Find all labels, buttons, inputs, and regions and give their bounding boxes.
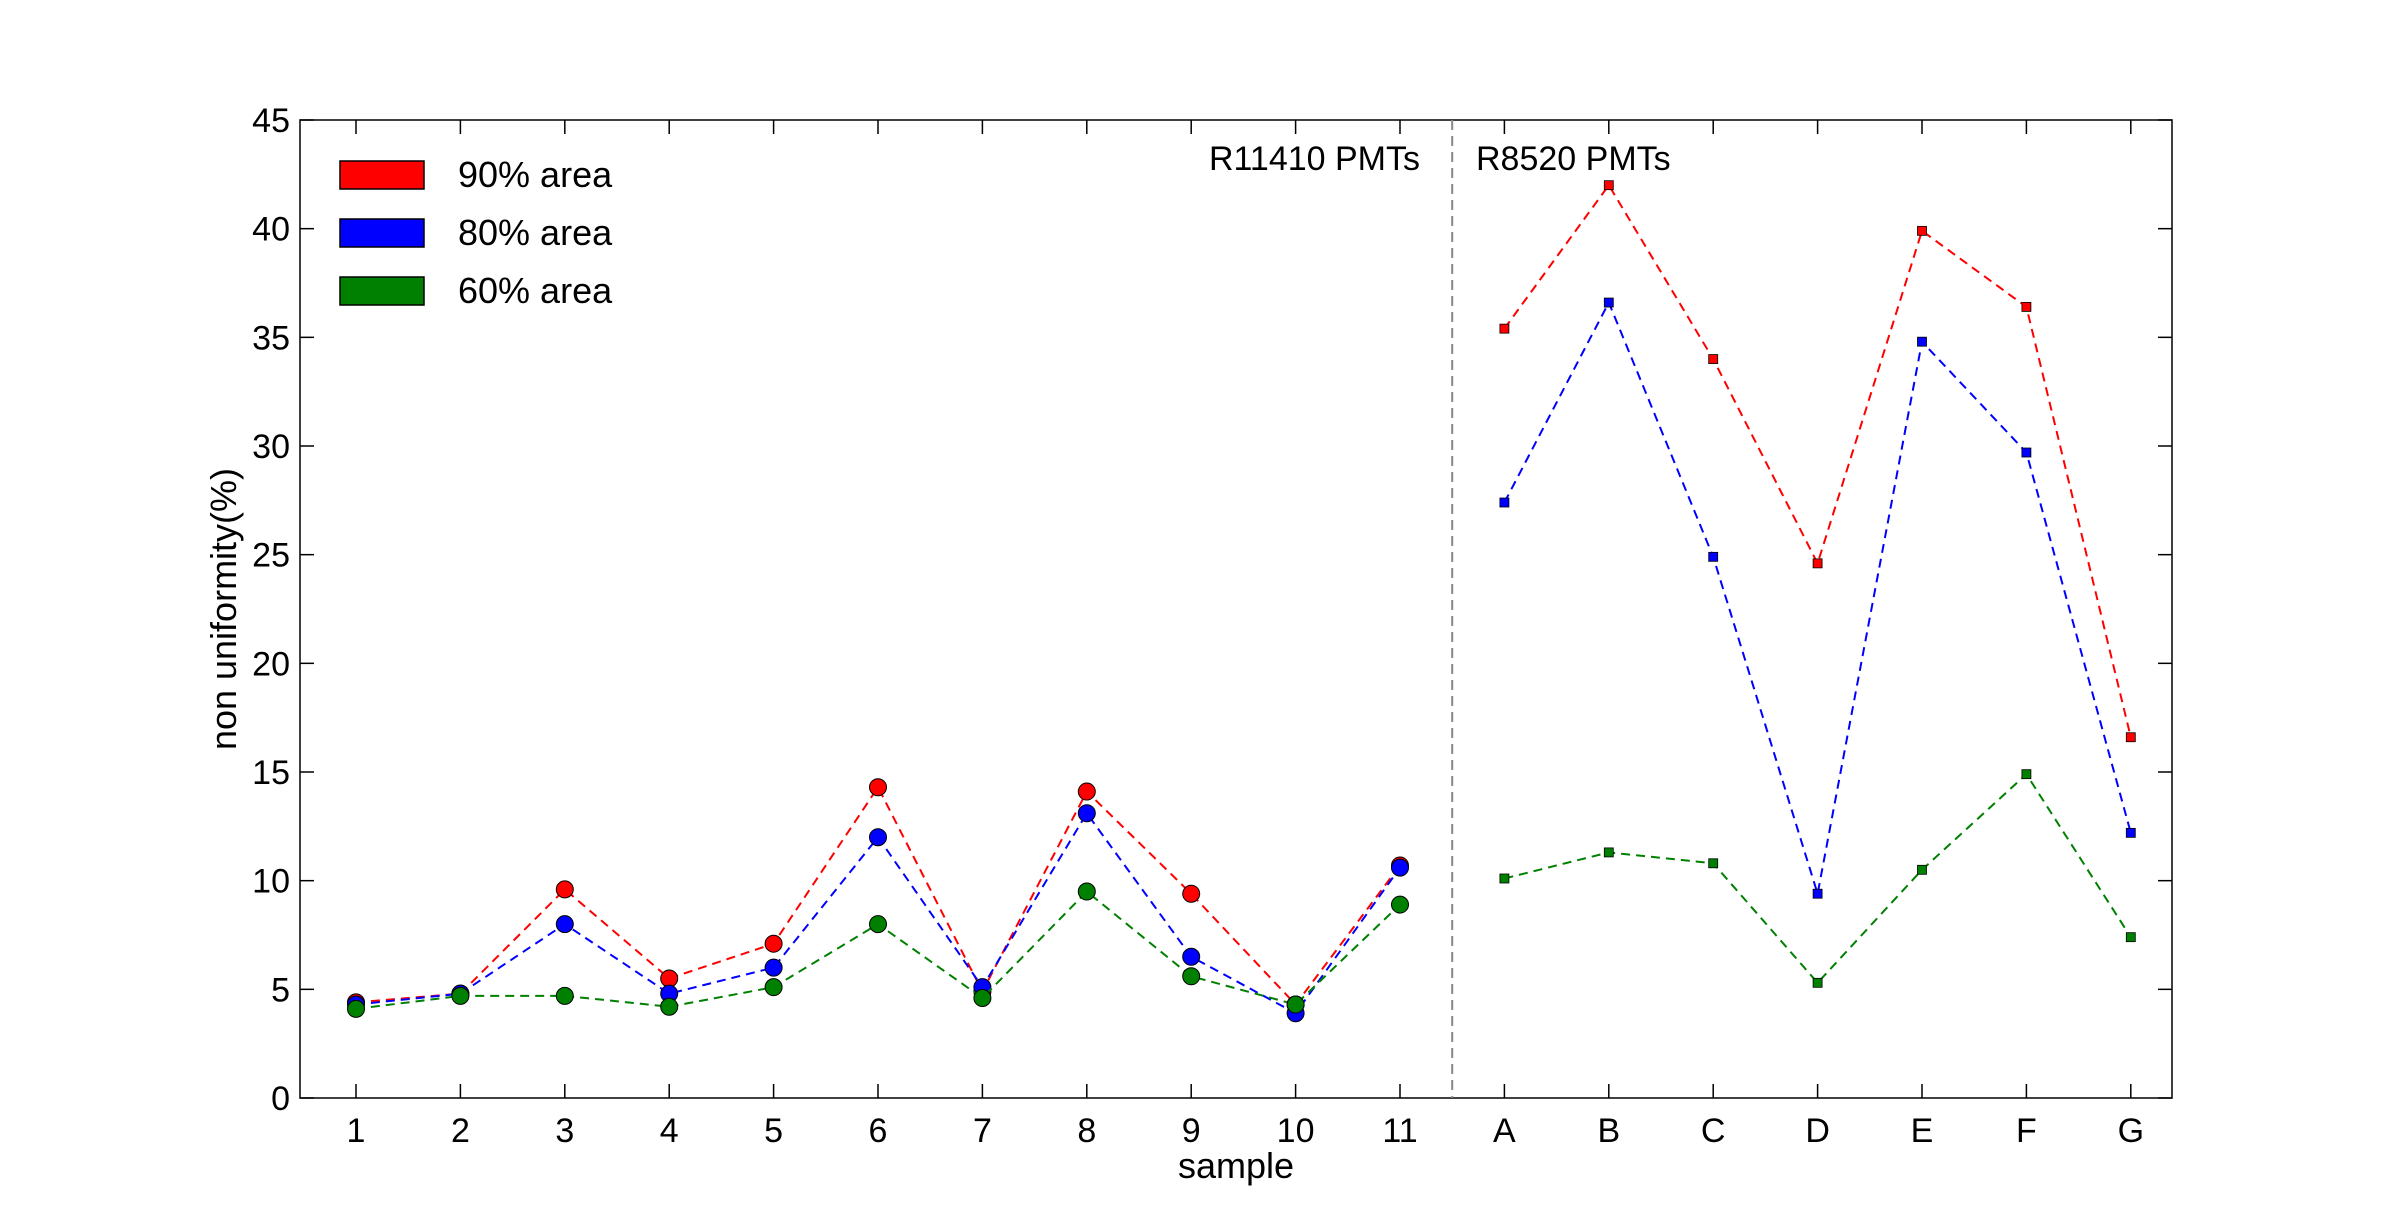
data-point bbox=[1499, 873, 1510, 884]
data-point bbox=[1603, 180, 1614, 191]
data-point bbox=[764, 958, 783, 977]
data-point bbox=[1077, 882, 1096, 901]
group-label-r11410: R11410 PMTs bbox=[1209, 140, 1420, 178]
y-tick-label: 30 bbox=[252, 428, 290, 466]
y-tick-label: 0 bbox=[271, 1080, 290, 1118]
data-point bbox=[2021, 447, 2032, 458]
data-point bbox=[764, 978, 783, 997]
x-tick-label: 7 bbox=[973, 1112, 992, 1150]
data-point bbox=[1182, 947, 1201, 966]
y-tick-label: 15 bbox=[252, 754, 290, 792]
y-tick-label: 40 bbox=[252, 211, 290, 249]
data-point bbox=[1182, 884, 1201, 903]
legend-swatch bbox=[339, 160, 425, 190]
data-point bbox=[869, 778, 887, 797]
data-point bbox=[2125, 732, 2136, 743]
y-tick-label: 25 bbox=[252, 537, 290, 575]
data-point bbox=[764, 934, 783, 953]
data-point bbox=[1917, 336, 1927, 347]
x-tick-label: 3 bbox=[555, 1112, 574, 1150]
data-point bbox=[660, 997, 679, 1016]
data-point bbox=[1077, 804, 1096, 823]
data-point bbox=[555, 880, 574, 899]
data-point bbox=[869, 915, 887, 934]
data-point bbox=[2021, 302, 2032, 312]
plot-frame bbox=[299, 119, 2173, 1099]
x-axis-label: sample bbox=[1178, 1145, 1294, 1186]
data-point bbox=[2021, 769, 2032, 780]
x-tick-label: A bbox=[1493, 1112, 1516, 1150]
data-point bbox=[1499, 323, 1510, 334]
data-point bbox=[973, 989, 992, 1008]
y-tick-label: 5 bbox=[271, 971, 290, 1009]
x-tick-label: 8 bbox=[1077, 1112, 1096, 1150]
data-point bbox=[1917, 225, 1927, 236]
data-point bbox=[1077, 782, 1096, 801]
x-tick-label: C bbox=[1701, 1112, 1726, 1150]
y-tick-label: 10 bbox=[252, 863, 290, 901]
x-tick-label: 1 bbox=[347, 1112, 366, 1150]
x-tick-label: 5 bbox=[764, 1112, 783, 1150]
data-point bbox=[1391, 858, 1409, 877]
data-point bbox=[1812, 977, 1823, 988]
data-point bbox=[1603, 297, 1614, 308]
data-point bbox=[869, 828, 887, 847]
data-point bbox=[555, 915, 574, 934]
series-line-0-group-0 bbox=[355, 785, 1401, 1007]
data-point bbox=[1391, 895, 1409, 914]
series-line-0-group-1 bbox=[1503, 183, 2132, 738]
data-point bbox=[660, 969, 679, 988]
data-point bbox=[1708, 354, 1719, 364]
legend-label: 90% area bbox=[458, 154, 613, 195]
series-line-2-group-1 bbox=[1504, 772, 2132, 985]
x-tick-label: E bbox=[1911, 1112, 1934, 1150]
data-point bbox=[1286, 995, 1305, 1014]
y-axis-label: non uniformity(%) bbox=[203, 468, 244, 750]
x-tick-label: 10 bbox=[1277, 1112, 1315, 1150]
y-tick-label: 45 bbox=[252, 102, 290, 140]
x-tick-label: 6 bbox=[869, 1112, 888, 1150]
data-point bbox=[1499, 497, 1510, 508]
data-point bbox=[1182, 967, 1201, 986]
data-point bbox=[451, 986, 470, 1005]
data-point bbox=[347, 999, 365, 1018]
data-point bbox=[2125, 827, 2136, 838]
x-tick-label: D bbox=[1805, 1112, 1830, 1150]
data-point bbox=[1917, 864, 1927, 875]
y-tick-label: 20 bbox=[252, 645, 290, 683]
data-point bbox=[1603, 847, 1614, 858]
x-tick-label: 2 bbox=[451, 1112, 470, 1150]
legend-label: 80% area bbox=[458, 212, 613, 253]
x-tick-label: 9 bbox=[1182, 1112, 1201, 1150]
x-tick-label: B bbox=[1597, 1112, 1620, 1150]
x-tick-label: G bbox=[2118, 1112, 2144, 1150]
x-tick-label: F bbox=[2016, 1112, 2037, 1150]
legend-swatch bbox=[339, 276, 425, 306]
data-point bbox=[2125, 932, 2136, 943]
data-point bbox=[555, 986, 574, 1005]
legend-swatch bbox=[339, 218, 425, 248]
legend: 90% area 80% area 60% area bbox=[339, 154, 613, 311]
x-tick-label: 4 bbox=[660, 1112, 679, 1150]
legend-label: 60% area bbox=[458, 270, 613, 311]
data-point bbox=[1708, 858, 1719, 869]
series-line-1-group-1 bbox=[1503, 300, 2132, 895]
y-tick-label: 35 bbox=[252, 319, 290, 357]
data-point bbox=[1708, 551, 1719, 562]
x-tick-label: 11 bbox=[1382, 1112, 1417, 1150]
group-label-r8520: R8520 PMTs bbox=[1476, 140, 1671, 178]
data-point bbox=[1812, 888, 1823, 899]
data-point bbox=[1812, 558, 1823, 569]
